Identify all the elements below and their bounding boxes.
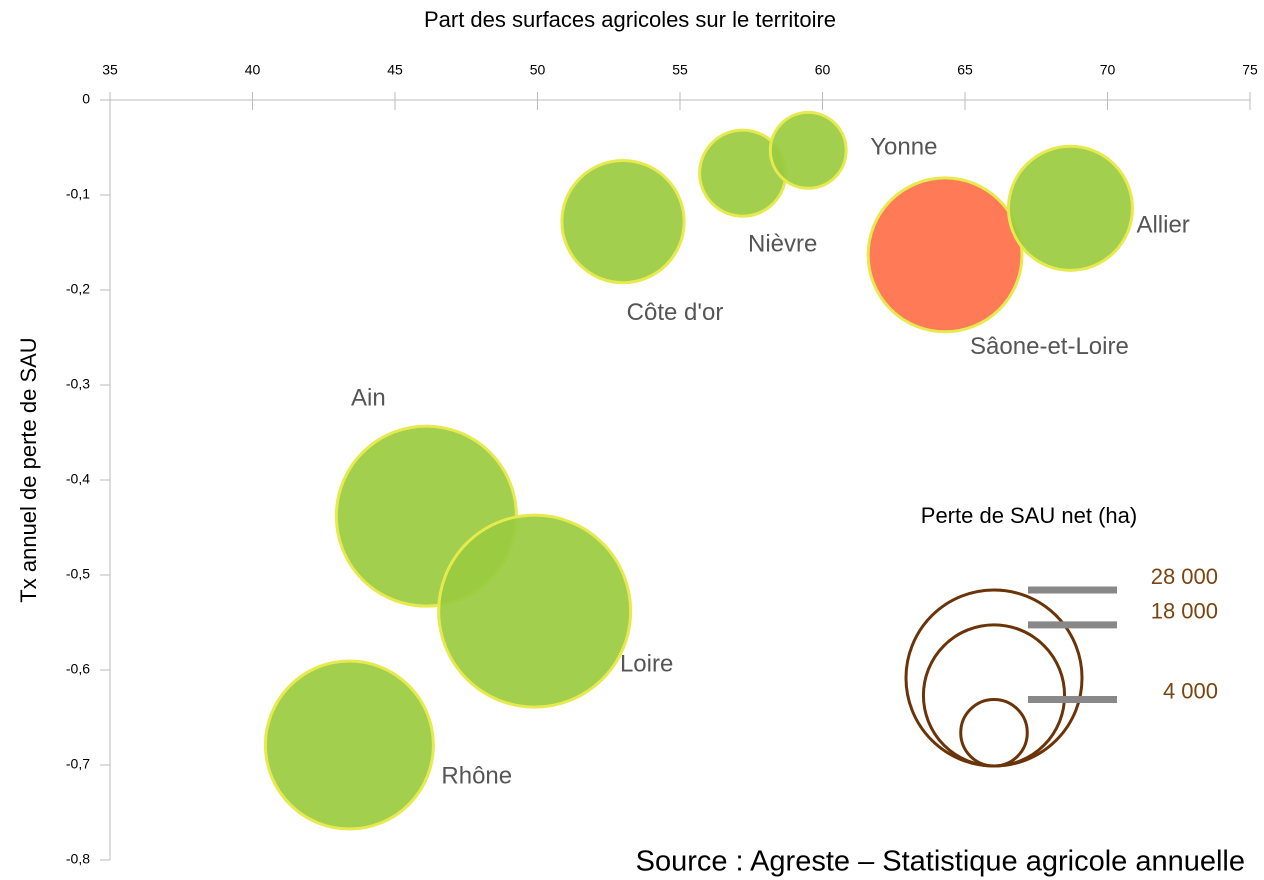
- bubble-label: Allier: [1136, 212, 1189, 239]
- x-tick-label: 45: [387, 62, 403, 78]
- x-tick-label: 65: [957, 62, 973, 78]
- y-tick-label: -0,2: [66, 281, 90, 297]
- bubble: [768, 110, 848, 190]
- x-tick-label: 70: [1100, 62, 1116, 78]
- chart-title: Part des surfaces agricoles sur le terri…: [424, 7, 836, 32]
- x-tick-label: 60: [815, 62, 831, 78]
- bubble-label: Ain: [351, 384, 386, 411]
- bubble-label: Nièvre: [748, 230, 817, 257]
- x-tick-label: 55: [672, 62, 688, 78]
- bubble: [1006, 144, 1134, 272]
- bubble-label: Yonne: [870, 134, 937, 161]
- size-legend-circle: [921, 623, 1067, 768]
- source: Source : Agreste – Statistique agricole …: [636, 846, 1245, 878]
- y-tick-label: -0,3: [66, 376, 90, 392]
- x-tick-label: 40: [245, 62, 261, 78]
- bubble-label: Loire: [620, 650, 673, 677]
- bubble: [263, 659, 435, 831]
- legend-title: Perte de SAU net (ha): [921, 503, 1137, 528]
- y-tick-label: -0,8: [66, 851, 90, 867]
- size-legend-circle: [959, 697, 1029, 768]
- x-tick-label: 35: [102, 62, 118, 78]
- y-tick-label: -0,5: [66, 566, 90, 582]
- y-tick-label: -0,6: [66, 661, 90, 677]
- bubble-label: Rhône: [441, 762, 512, 789]
- x-tick-label: 50: [530, 62, 546, 78]
- bubble: [866, 176, 1024, 334]
- y-tick-label: 0: [82, 91, 90, 107]
- size-legend-label: 4 000: [1163, 678, 1218, 703]
- bubble-label: Côte d'or: [627, 299, 724, 326]
- bubble-label: Sâone-et-Loire: [970, 333, 1129, 360]
- size-legend-circle: [904, 588, 1084, 768]
- x-tick-label: 75: [1242, 62, 1258, 78]
- y-tick-label: -0,4: [66, 471, 90, 487]
- y-tick-label: -0,1: [66, 186, 90, 202]
- size-legend-label: 18 000: [1151, 599, 1218, 624]
- size-legend-label: 28 000: [1151, 564, 1218, 589]
- y-axis-label: Tx annuel de perte de SAU: [16, 337, 41, 602]
- bubble: [560, 158, 686, 285]
- bubble: [437, 513, 633, 709]
- y-tick-label: -0,7: [66, 756, 90, 772]
